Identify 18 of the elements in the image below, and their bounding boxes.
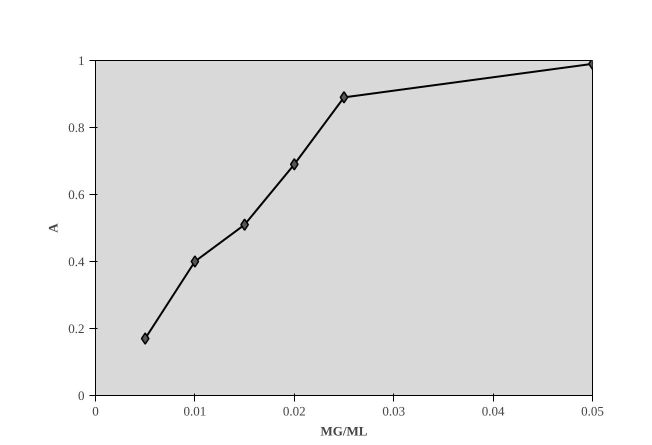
y-tick-label: 0.4 [68, 254, 85, 269]
y-tick-label: 0 [78, 388, 84, 403]
y-tick-label: 0.6 [68, 187, 85, 202]
x-axis-title: MG/ML [320, 424, 368, 438]
point [140, 332, 150, 345]
x-tick-label: 0.04 [482, 404, 505, 418]
y-tick-label: 0.2 [68, 321, 84, 336]
x-tick-label: 0.01 [184, 404, 206, 418]
y-tick-label: 1 [78, 53, 84, 68]
x-tick-label: 0 [92, 404, 99, 418]
y-axis-title: A [45, 222, 60, 233]
point [190, 255, 200, 268]
x-tick-label: 0.05 [581, 404, 604, 418]
x-tick-label: 0.03 [382, 404, 406, 418]
point [290, 158, 299, 171]
x-tick-label: 0.02 [282, 404, 306, 418]
point [240, 218, 250, 231]
y-tick-label: 0.8 [68, 120, 84, 135]
